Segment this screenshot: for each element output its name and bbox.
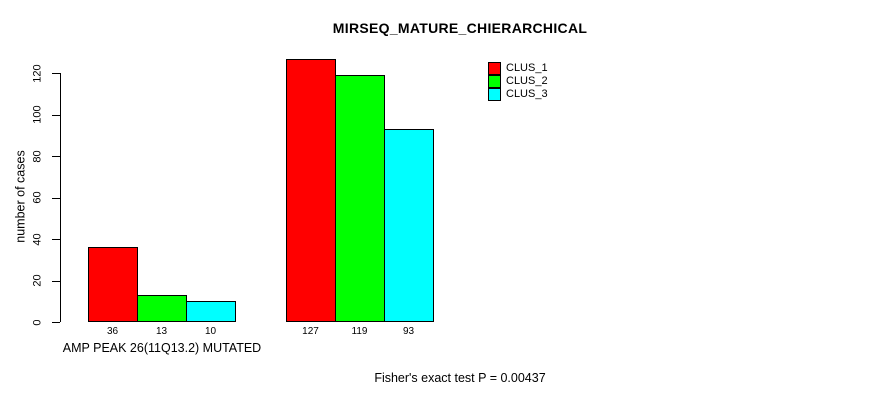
bar-clus_3-group2: [384, 129, 434, 322]
legend-swatch: [488, 88, 501, 101]
x-axis-group-label: AMP PEAK 26(11Q13.2) MUTATED: [62, 341, 262, 355]
bar-value-label: 93: [402, 326, 415, 337]
fisher-test-annotation: Fisher's exact test P = 0.00437: [374, 371, 546, 385]
y-tick: [52, 156, 60, 157]
y-tick-label: 40: [31, 233, 44, 246]
y-tick-label: 120: [31, 64, 44, 83]
legend-label: CLUS_1: [506, 62, 548, 74]
chart-title: MIRSEQ_MATURE_CHIERARCHICAL: [332, 20, 588, 36]
y-tick-label: 80: [31, 150, 44, 163]
legend-item-clus_3: CLUS_3: [488, 88, 548, 101]
y-axis-line: [60, 73, 61, 322]
y-tick: [52, 198, 60, 199]
legend: CLUS_1 CLUS_2 CLUS_3: [488, 62, 548, 101]
bar-value-label: 119: [351, 326, 368, 337]
y-tick: [52, 115, 60, 116]
y-tick: [52, 281, 60, 282]
legend-label: CLUS_2: [506, 75, 548, 87]
bar-value-label: 36: [106, 326, 119, 337]
bar-value-label: 10: [204, 326, 217, 337]
bar-value-label: 13: [155, 326, 168, 337]
y-tick: [52, 239, 60, 240]
bar-clus_1-group2: [286, 58, 336, 322]
legend-item-clus_2: CLUS_2: [488, 75, 548, 88]
bar-clus_2-group2: [335, 75, 385, 322]
y-tick-label: 0: [31, 319, 44, 326]
legend-item-clus_1: CLUS_1: [488, 62, 548, 75]
y-axis-label: number of cases: [13, 150, 28, 243]
legend-swatch: [488, 62, 501, 75]
bar-value-label: 127: [302, 326, 319, 337]
y-tick: [52, 322, 60, 323]
y-tick-label: 20: [31, 274, 44, 287]
bar-clus_2-group1: [137, 295, 187, 322]
y-tick-label: 100: [31, 105, 44, 124]
bar-clus_1-group1: [88, 247, 138, 322]
y-tick-label: 60: [31, 191, 44, 204]
y-tick: [52, 73, 60, 74]
legend-label: CLUS_3: [506, 88, 548, 100]
bar-clus_3-group1: [186, 301, 236, 322]
legend-swatch: [488, 75, 501, 88]
